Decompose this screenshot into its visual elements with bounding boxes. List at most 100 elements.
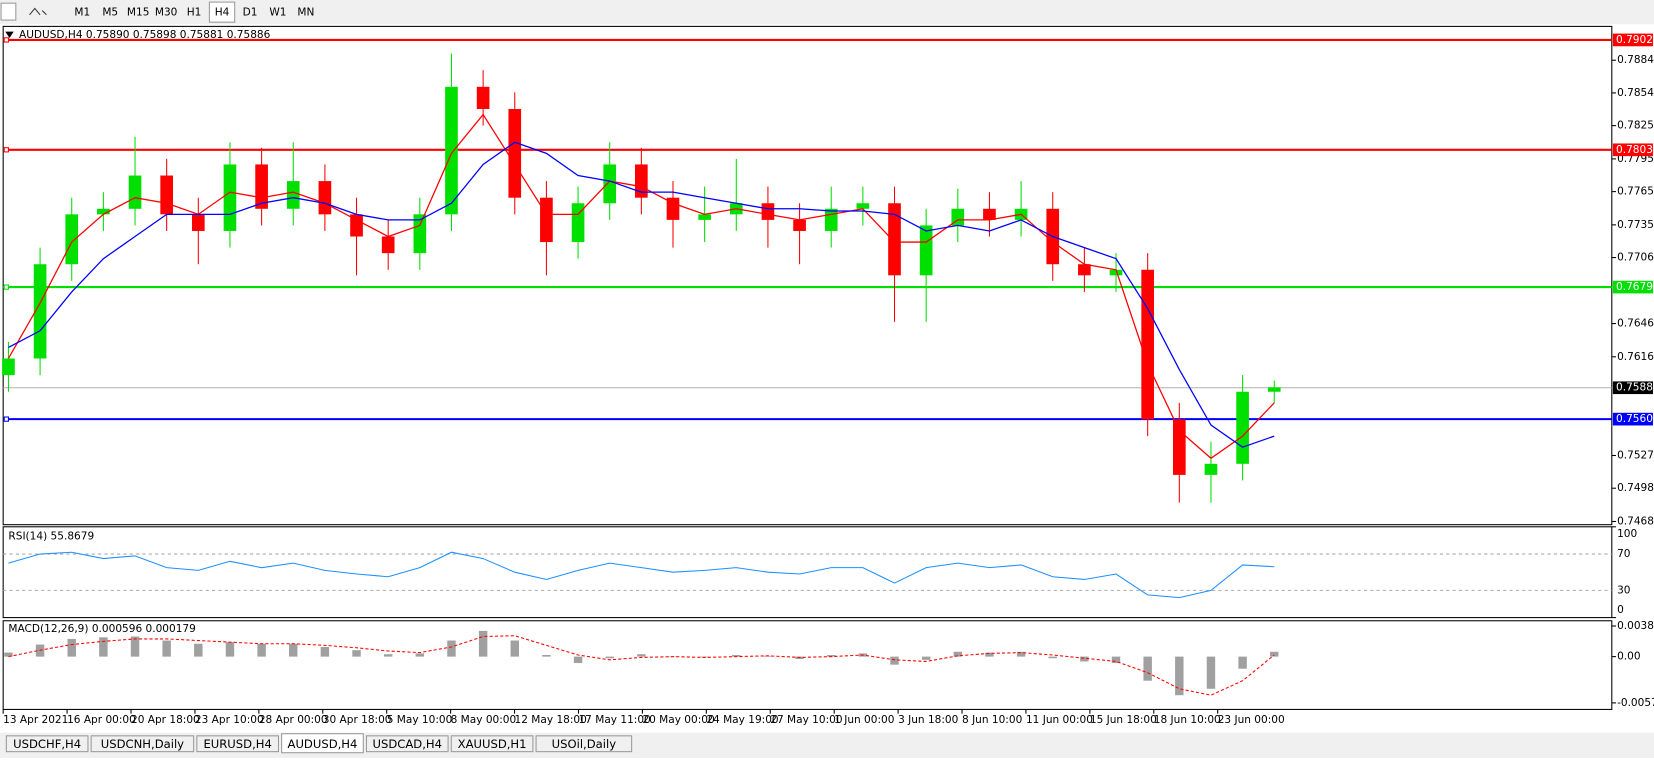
macd-bar bbox=[383, 654, 393, 657]
timeframe-button[interactable]: M1 bbox=[74, 7, 90, 19]
y-tick-label: 0.77355 bbox=[1617, 219, 1654, 231]
y-tick-label: 0.003808 bbox=[1617, 620, 1654, 632]
moving-average bbox=[8, 141, 1275, 448]
timeframe-active bbox=[208, 1, 236, 23]
timeframe-button[interactable]: M5 bbox=[102, 7, 118, 19]
x-tick-label: 16 Apr 00:00 bbox=[67, 714, 136, 726]
x-tick-label: 27 May 10:00 bbox=[770, 714, 843, 726]
tab-label[interactable]: USDCAD,H4 bbox=[373, 737, 442, 751]
timeframe-button[interactable]: H1 bbox=[187, 7, 202, 19]
level-label: 0.78032 bbox=[1616, 144, 1654, 156]
timeframe-button[interactable]: MN bbox=[297, 7, 314, 19]
level-label: 0.76794 bbox=[1616, 281, 1654, 293]
x-tick-label: 1 Jun 00:00 bbox=[834, 714, 895, 726]
macd-bar bbox=[1175, 656, 1184, 696]
toolbar bbox=[0, 0, 1654, 25]
macd-bar bbox=[637, 654, 646, 657]
tab-label[interactable]: EURUSD,H4 bbox=[203, 737, 271, 751]
candle-body bbox=[2, 358, 15, 376]
x-tick-label: 20 May 00:00 bbox=[642, 714, 715, 726]
y-tick-label: 30 bbox=[1617, 584, 1631, 596]
timeframe-button[interactable]: H4 bbox=[215, 7, 230, 19]
macd-bar bbox=[257, 643, 266, 657]
macd-bar bbox=[225, 642, 235, 657]
candle-body bbox=[824, 208, 838, 231]
level-handle bbox=[3, 284, 9, 290]
candle-body bbox=[540, 197, 553, 243]
candle-body bbox=[413, 214, 427, 254]
candle-body bbox=[698, 214, 711, 220]
x-tick-label: 5 May 10:00 bbox=[387, 714, 453, 726]
level-box bbox=[1612, 280, 1653, 294]
tool-icon[interactable] bbox=[29, 7, 47, 16]
candle-body bbox=[65, 214, 79, 265]
x-tick-label: 24 May 19:00 bbox=[706, 714, 779, 726]
timeframe-button[interactable]: D1 bbox=[243, 7, 258, 19]
candle-body bbox=[888, 203, 901, 276]
tab[interactable] bbox=[5, 735, 89, 753]
tab-label[interactable]: USOil,Daily bbox=[552, 737, 617, 751]
tab-label[interactable]: AUDUSD,H4 bbox=[288, 737, 358, 751]
tab-label[interactable]: USDCNH,Daily bbox=[101, 737, 184, 751]
macd-bar bbox=[130, 636, 140, 657]
tab-active[interactable] bbox=[281, 733, 364, 754]
candle-body bbox=[508, 108, 522, 198]
macd-bar bbox=[1080, 656, 1089, 662]
candle-body bbox=[286, 181, 300, 209]
candle-body bbox=[793, 219, 806, 231]
macd-bar bbox=[605, 656, 614, 659]
timeframe-button[interactable]: W1 bbox=[269, 7, 286, 19]
macd-bar bbox=[478, 630, 488, 657]
chart-marker bbox=[5, 31, 14, 39]
tab[interactable] bbox=[90, 735, 195, 753]
candle-body bbox=[191, 214, 205, 231]
macd-bar bbox=[510, 640, 519, 657]
macd-bar bbox=[542, 655, 551, 657]
tab[interactable] bbox=[535, 735, 633, 753]
candle-body bbox=[761, 203, 775, 220]
y-tick-label: 100 bbox=[1617, 528, 1637, 540]
macd-bar bbox=[1048, 656, 1057, 659]
y-tick-label: 0.77655 bbox=[1617, 186, 1654, 198]
candle-body bbox=[128, 175, 142, 209]
macd-bar bbox=[1111, 656, 1121, 664]
tab[interactable] bbox=[450, 735, 534, 753]
timeframe-button[interactable]: M15 bbox=[127, 7, 150, 19]
macd-bar bbox=[4, 652, 13, 657]
tab[interactable] bbox=[365, 735, 449, 753]
text-tool-icon[interactable] bbox=[0, 2, 17, 21]
level-label: 0.75603 bbox=[1616, 413, 1654, 425]
timeframe-button[interactable]: M30 bbox=[155, 7, 178, 19]
level-handle bbox=[3, 147, 9, 153]
level-label: 0.79023 bbox=[1616, 34, 1654, 46]
candle-body bbox=[951, 208, 965, 226]
y-tick-label: -0.005757 bbox=[1617, 697, 1654, 709]
x-tick-label: 8 May 00:00 bbox=[451, 714, 517, 726]
x-tick-label: 23 Jun 00:00 bbox=[1218, 714, 1285, 726]
macd-bar bbox=[1238, 656, 1247, 669]
chart-title: AUDUSD,H4 0.75890 0.75898 0.75881 0.7588… bbox=[19, 29, 271, 41]
tab-label[interactable]: USDCHF,H4 bbox=[13, 737, 81, 751]
macd-bar bbox=[1206, 656, 1216, 689]
level-box bbox=[1612, 381, 1653, 395]
tab-label[interactable]: XAUUSD,H1 bbox=[458, 737, 527, 751]
candle-body bbox=[1236, 391, 1249, 464]
macd-bar bbox=[99, 637, 108, 657]
y-tick-label: 0.00 bbox=[1617, 651, 1641, 663]
y-tick-label: 70 bbox=[1617, 548, 1631, 560]
x-tick-label: 13 Apr 2021 bbox=[3, 714, 68, 726]
tab[interactable] bbox=[196, 735, 280, 753]
candle-body bbox=[318, 181, 332, 215]
x-tick-label: 28 Apr 00:00 bbox=[259, 714, 328, 726]
level-box bbox=[1612, 412, 1653, 426]
rsi-line bbox=[8, 551, 1275, 599]
candle-body bbox=[350, 214, 363, 237]
candle-body bbox=[160, 175, 173, 215]
macd-bar bbox=[921, 656, 931, 660]
macd-signal bbox=[8, 635, 1275, 696]
